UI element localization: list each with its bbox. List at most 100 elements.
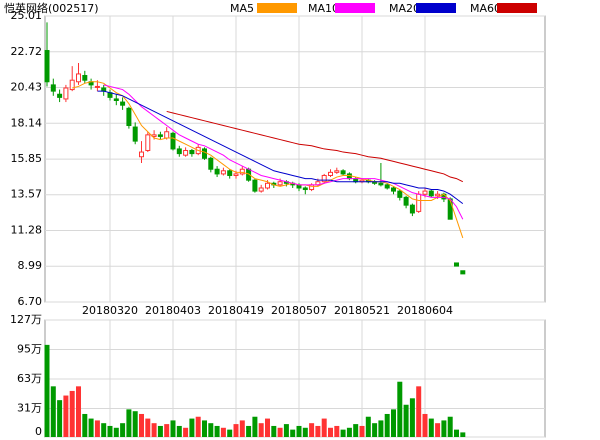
volume-bar xyxy=(454,429,459,437)
volume-bar xyxy=(302,427,308,437)
candle-body xyxy=(120,101,126,106)
y-tick-label: 63万 xyxy=(17,372,42,385)
candle-body xyxy=(176,148,182,155)
candle-body xyxy=(277,181,283,186)
legend-label: MA20 xyxy=(389,2,420,15)
candle-body xyxy=(113,98,119,102)
volume-bar xyxy=(239,420,245,437)
legend-swatch xyxy=(497,3,537,13)
candle-body xyxy=(454,262,459,267)
y-tick-label: 11.28 xyxy=(11,223,43,236)
candle-body xyxy=(57,93,63,98)
volume-bar xyxy=(271,425,277,437)
volume-bar xyxy=(57,400,63,437)
candle-body xyxy=(208,157,214,170)
y-tick-label: 127万 xyxy=(10,313,42,326)
candle-body xyxy=(384,184,390,189)
candle-body xyxy=(378,182,384,186)
volume-bar xyxy=(258,423,264,437)
volume-bar xyxy=(88,418,94,437)
volume-bar xyxy=(183,427,189,437)
candle-body xyxy=(422,190,428,195)
legend-swatch xyxy=(335,3,375,13)
volume-bar xyxy=(321,418,327,437)
volume-bar xyxy=(365,416,371,437)
volume-bar xyxy=(252,416,258,437)
volume-bar xyxy=(353,424,359,437)
volume-bar xyxy=(82,413,88,437)
candle-body xyxy=(183,149,189,156)
volume-bar xyxy=(214,425,220,437)
candle-body xyxy=(403,196,409,206)
volume-bar xyxy=(126,409,132,437)
legend-label: MA60 xyxy=(470,2,501,15)
y-tick-label: 31万 xyxy=(17,401,42,414)
legend-label: MA5 xyxy=(230,2,254,15)
volume-bar xyxy=(265,418,270,437)
candle-body xyxy=(63,87,69,100)
candle-body xyxy=(145,134,151,151)
y-tick-label: 22.72 xyxy=(11,45,43,58)
candle-body xyxy=(214,168,220,175)
candle-body xyxy=(435,193,441,197)
x-tick-label: 20180521 xyxy=(334,304,390,317)
volume-bar xyxy=(378,420,384,437)
volume-bar xyxy=(120,423,126,437)
volume-bar xyxy=(164,424,170,437)
volume-bar xyxy=(290,429,296,437)
volume-bar xyxy=(441,420,447,437)
x-tick-label: 20180403 xyxy=(145,304,201,317)
candle-body xyxy=(265,182,270,189)
volume-bar xyxy=(435,423,441,437)
candle-body xyxy=(82,75,88,81)
volume-bar xyxy=(428,418,434,437)
candle-body xyxy=(202,148,207,159)
volume-bar xyxy=(139,413,144,437)
candle-body xyxy=(132,126,138,142)
volume-bar xyxy=(283,424,289,437)
volume-bar xyxy=(101,423,107,437)
candle-body xyxy=(321,174,327,183)
volume-bar xyxy=(220,427,226,437)
candle-body xyxy=(340,170,346,175)
y-tick-label: 20.43 xyxy=(11,81,43,94)
candle-body xyxy=(397,190,403,198)
candle-body xyxy=(189,149,195,155)
volume-bar xyxy=(69,390,75,437)
legend-swatch xyxy=(257,3,297,13)
candle-body xyxy=(302,187,308,191)
x-tick-label: 20180320 xyxy=(82,304,138,317)
volume-bar xyxy=(384,413,390,437)
candle-body xyxy=(44,50,50,83)
volume-bar xyxy=(157,425,163,437)
volume-bar xyxy=(145,418,151,437)
volume-bar xyxy=(195,416,201,437)
y-tick-label: 25.01 xyxy=(11,9,43,22)
volume-bar xyxy=(189,418,195,437)
candle-body xyxy=(126,107,132,126)
volume-bar xyxy=(151,423,157,437)
volume-bar xyxy=(233,424,239,437)
ma-line xyxy=(103,84,464,220)
legend-label: MA10 xyxy=(308,2,339,15)
candle-body xyxy=(69,79,75,91)
y-tick-label: 8.99 xyxy=(18,259,43,272)
volume-bar xyxy=(208,423,214,437)
ma-line xyxy=(72,81,464,239)
candle-body xyxy=(416,193,422,212)
volume-bar xyxy=(359,425,365,437)
candle-body xyxy=(170,132,176,150)
candle-body xyxy=(258,187,264,192)
x-tick-label: 20180507 xyxy=(271,304,327,317)
volume-bar xyxy=(315,425,321,437)
candle-body xyxy=(252,179,258,192)
volume-bar xyxy=(397,381,403,437)
candle-body xyxy=(157,134,163,137)
volume-bar xyxy=(334,425,340,437)
candle-body xyxy=(239,168,245,175)
volume-bar xyxy=(460,432,466,437)
candle-body xyxy=(233,173,239,176)
volume-bar xyxy=(403,404,409,437)
volume-bar xyxy=(346,427,352,437)
